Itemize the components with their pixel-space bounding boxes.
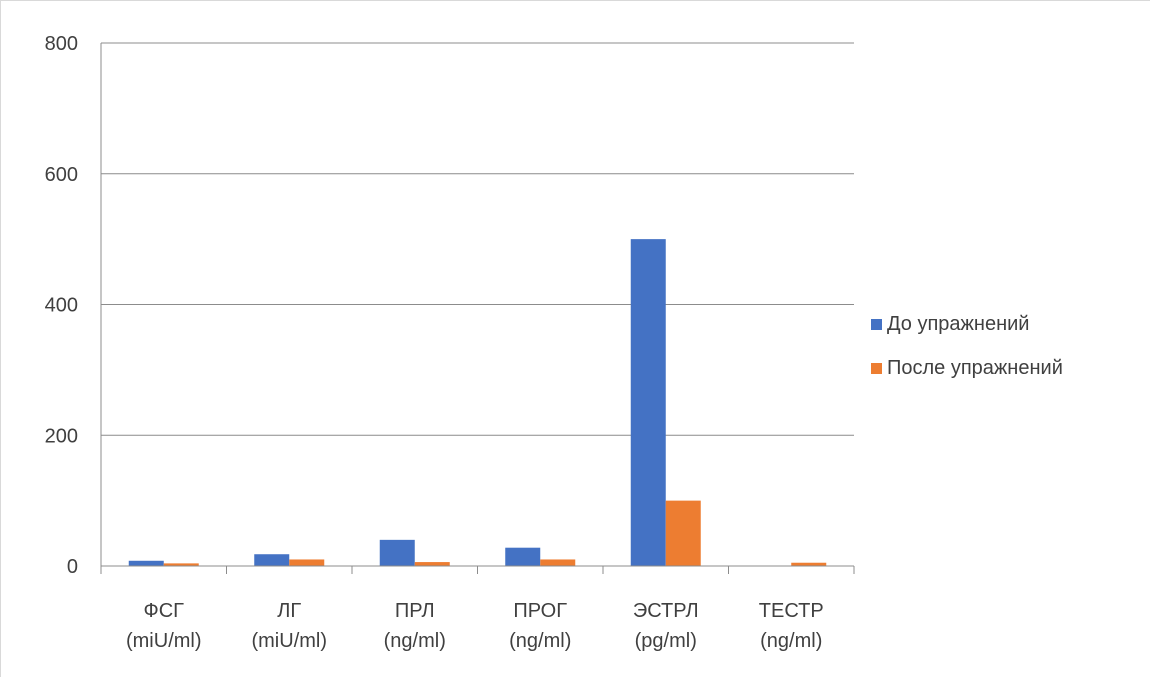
legend: До упражнений После упражнений <box>871 313 1063 379</box>
bar-after <box>665 500 701 566</box>
axes <box>100 43 855 574</box>
legend-swatch <box>871 319 882 330</box>
bar-after <box>163 563 199 566</box>
x-tick-label: (miU/ml) <box>251 630 327 652</box>
x-tick-label: (ng/ml) <box>384 630 446 652</box>
x-tick-label: (pg/ml) <box>635 630 697 652</box>
x-tick-label: ПРЛ <box>395 600 435 622</box>
x-tick-label: ЛГ <box>277 600 301 622</box>
legend-label: После упражнений <box>887 357 1063 379</box>
bar-after <box>791 562 827 566</box>
y-tick-label: 400 <box>45 295 78 317</box>
bar-before <box>128 560 164 566</box>
legend-swatch <box>871 363 882 374</box>
bars <box>128 239 827 566</box>
x-tick-label: ЭСТРЛ <box>633 600 699 622</box>
x-tick-label: ПРОГ <box>513 600 567 622</box>
gridlines <box>101 42 854 436</box>
y-tick-label: 600 <box>45 164 78 186</box>
bar-before <box>379 539 415 566</box>
bar-after <box>289 559 325 566</box>
x-tick-label: (ng/ml) <box>760 630 822 652</box>
x-tick-label: (ng/ml) <box>509 630 571 652</box>
bar-after <box>414 562 450 566</box>
x-tick-label: ФСГ <box>144 600 185 622</box>
y-axis-tick-labels: 0 200 400 600 800 <box>45 33 78 578</box>
y-tick-label: 0 <box>67 556 78 578</box>
x-axis-tick-labels: ФСГ (miU/ml) ЛГ (miU/ml) ПРЛ (ng/ml) ПРОГ (ng/m… <box>126 600 824 652</box>
x-tick-label: (miU/ml) <box>126 630 202 652</box>
x-tick-label: ТЕСТР <box>759 600 824 622</box>
bar-before <box>254 554 290 566</box>
bar-before <box>505 547 541 566</box>
y-tick-label: 200 <box>45 425 78 447</box>
y-tick-label: 800 <box>45 33 78 55</box>
bar-after <box>540 559 576 566</box>
legend-label: До упражнений <box>887 313 1029 335</box>
bar-before <box>630 239 666 566</box>
